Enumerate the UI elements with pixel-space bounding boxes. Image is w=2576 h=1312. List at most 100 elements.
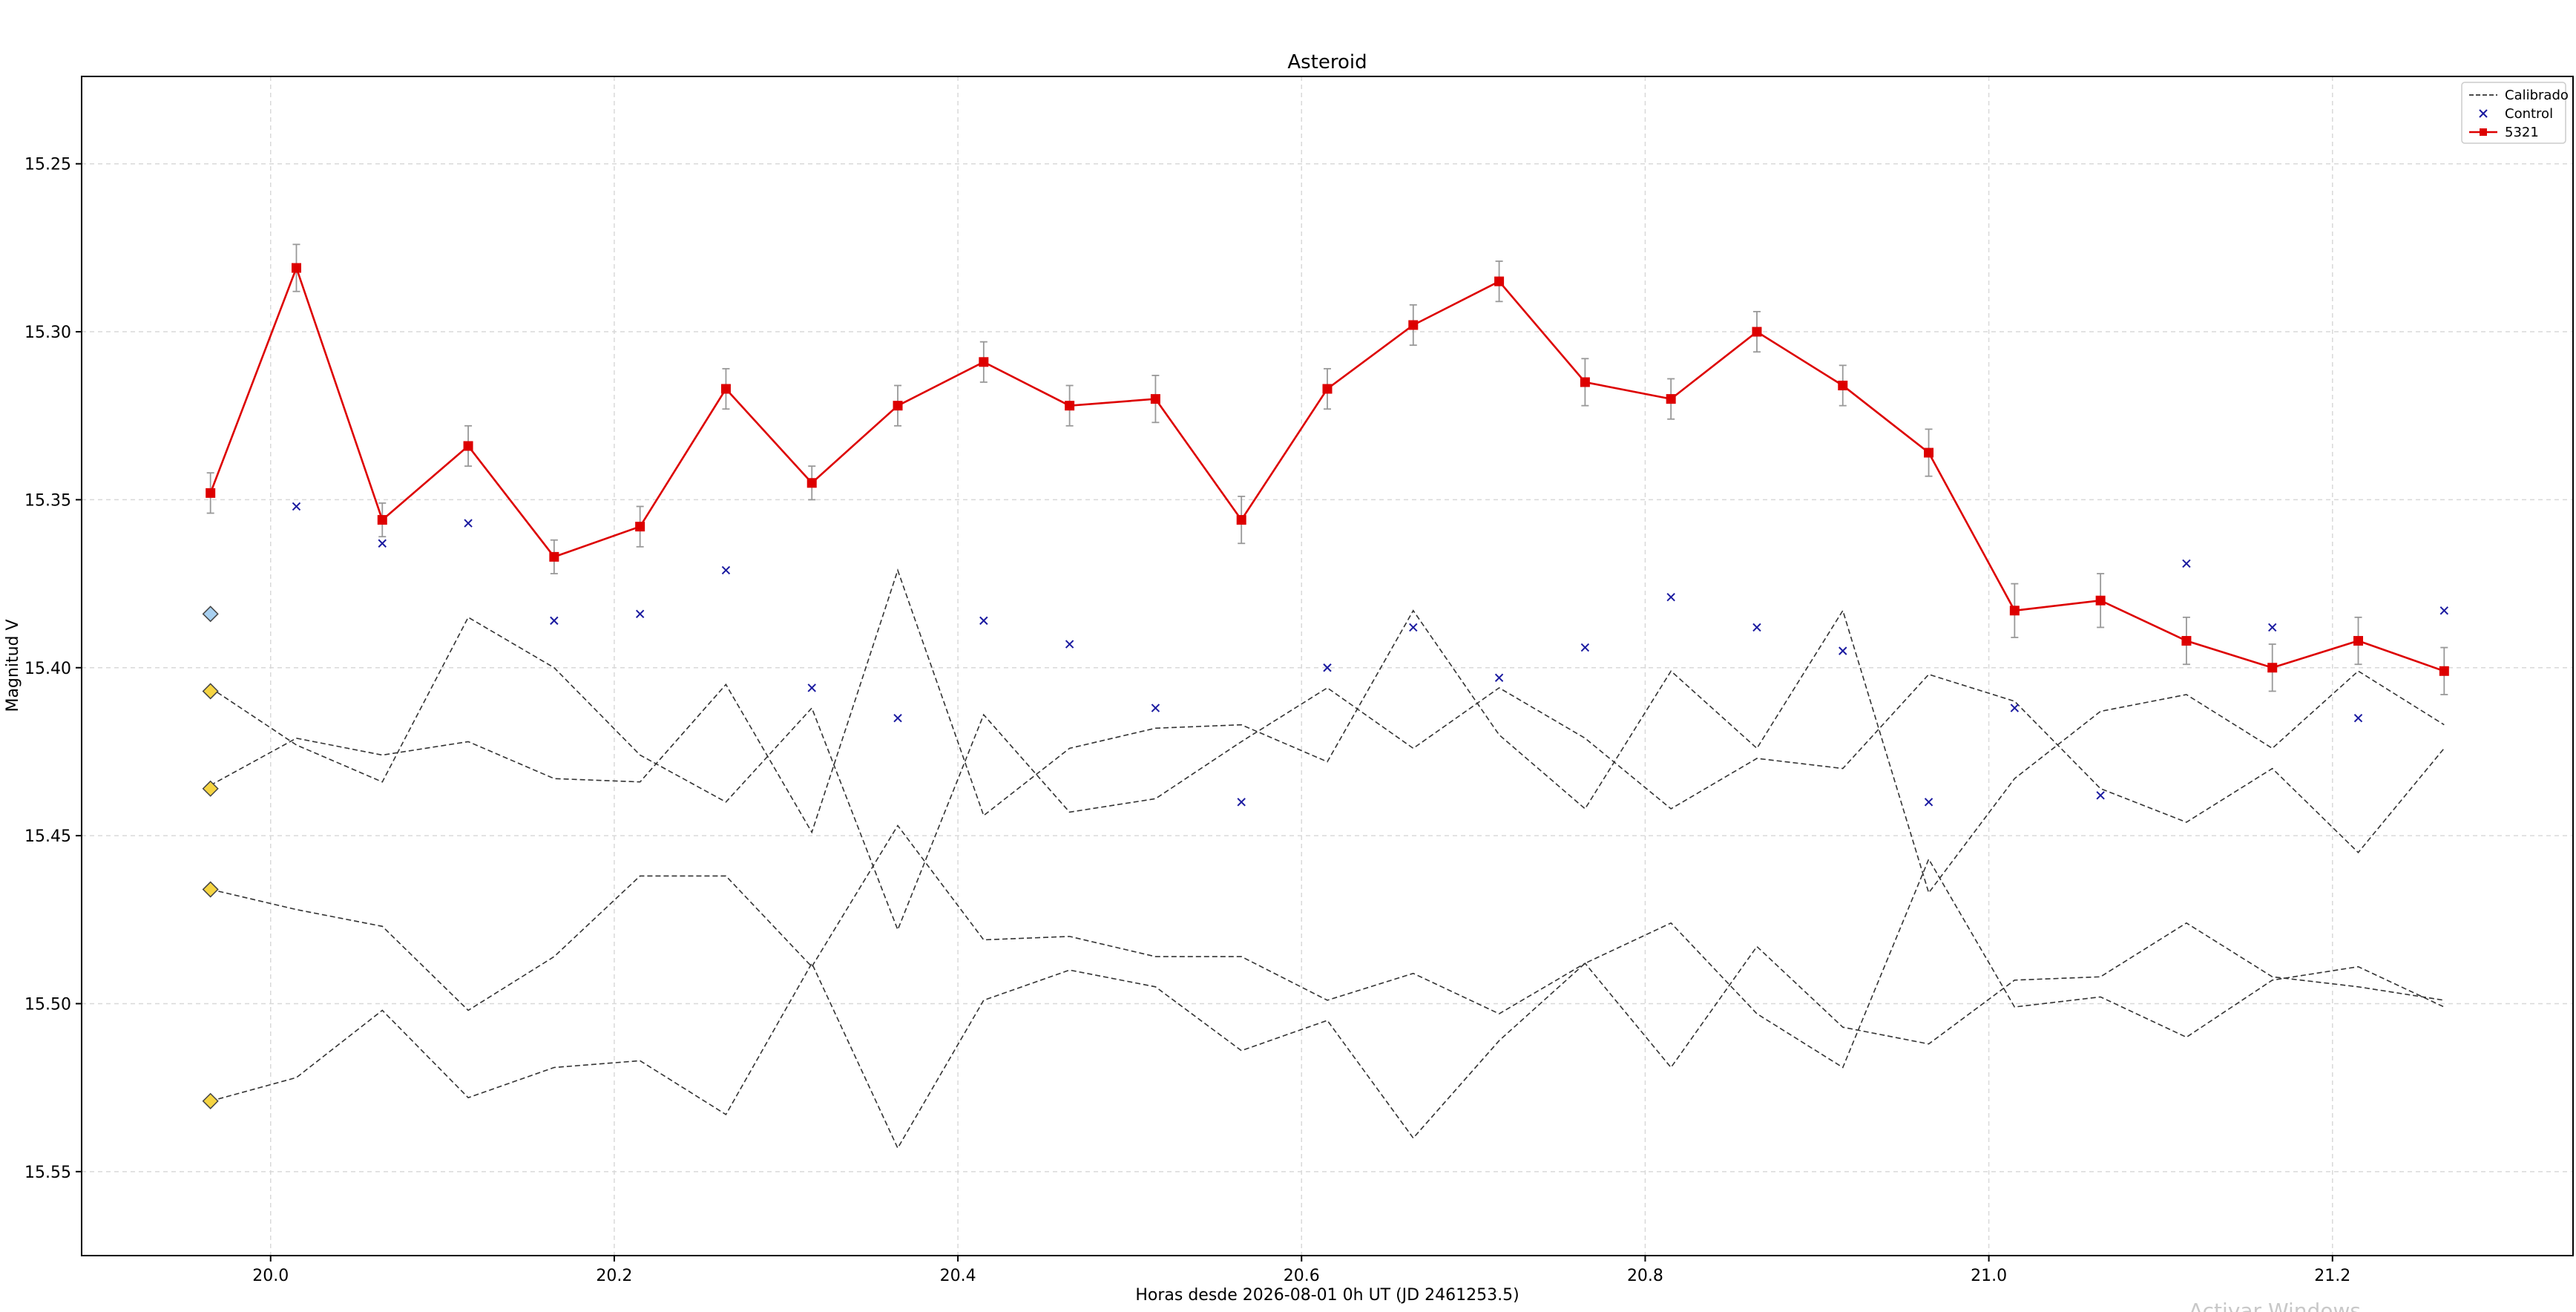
control-point bbox=[979, 616, 988, 626]
control-marker-stroke bbox=[1494, 673, 1504, 683]
control-point bbox=[1151, 703, 1160, 712]
control-marker-stroke bbox=[1839, 646, 1847, 655]
control-point bbox=[893, 713, 902, 723]
control-marker-stroke bbox=[1409, 623, 1418, 632]
control-point bbox=[2439, 606, 2449, 615]
reference-star-marker bbox=[202, 606, 219, 623]
reference-star-marker bbox=[202, 780, 219, 797]
y-tick-label: 15.25 bbox=[24, 156, 71, 174]
series-layer bbox=[202, 243, 2449, 1149]
legend-label: Control bbox=[2505, 106, 2553, 122]
x-axis-label: Horas desde 2026-08-01 0h UT (JD 2461253… bbox=[1135, 1286, 1519, 1305]
legend-box bbox=[2461, 82, 2566, 144]
control-marker-stroke bbox=[1237, 798, 1246, 807]
control-point bbox=[807, 683, 816, 692]
control-marker-stroke bbox=[979, 616, 988, 626]
asteroid-5321-point bbox=[2095, 595, 2106, 606]
x-tick-label: 21.0 bbox=[1971, 1267, 2007, 1285]
control-marker-stroke bbox=[2096, 791, 2105, 800]
reference-star-marker bbox=[202, 1092, 219, 1109]
control-marker-stroke bbox=[893, 713, 902, 723]
x-tick-label: 20.8 bbox=[1627, 1267, 1663, 1285]
x-tick-label: 20.6 bbox=[1284, 1267, 1320, 1285]
legend: Calibrado Control 5321 bbox=[2461, 82, 2569, 144]
asteroid-5321-point bbox=[1065, 401, 1075, 411]
asteroid-5321-point bbox=[2353, 636, 2364, 646]
os-activation-watermark: Activar Windows bbox=[2189, 1299, 2361, 1312]
control-marker-stroke bbox=[2010, 703, 2020, 712]
control-point bbox=[1237, 798, 1246, 807]
control-point bbox=[2268, 623, 2277, 632]
asteroid-5321-point bbox=[893, 401, 903, 411]
asteroid-5321-point bbox=[635, 522, 645, 532]
control-marker-stroke bbox=[1752, 623, 1761, 632]
asteroid-5321-point bbox=[979, 357, 989, 367]
control-marker-stroke bbox=[2353, 713, 2363, 723]
control-point bbox=[2353, 713, 2363, 723]
y-axis-label: Magnitud V bbox=[4, 619, 22, 712]
control-point bbox=[1666, 592, 1675, 602]
control-point bbox=[464, 519, 473, 528]
control-marker-stroke bbox=[464, 519, 473, 528]
control-marker-stroke bbox=[1323, 663, 1332, 672]
asteroid-5321-point bbox=[1752, 327, 1762, 337]
reference-star-marker bbox=[202, 683, 219, 700]
control-point bbox=[1839, 646, 1847, 655]
control-point bbox=[721, 565, 731, 575]
control-point bbox=[1409, 623, 1418, 632]
control-marker-stroke bbox=[378, 539, 387, 548]
control-marker-stroke bbox=[2439, 606, 2449, 615]
x-tick-label: 20.4 bbox=[940, 1267, 976, 1285]
y-tick-label: 15.55 bbox=[24, 1164, 71, 1182]
calibrated-series-line bbox=[210, 824, 2445, 1069]
asteroid-5321-point bbox=[1408, 320, 1419, 330]
asteroid-5321-point bbox=[720, 384, 731, 394]
control-marker-stroke bbox=[807, 683, 816, 692]
grid bbox=[82, 76, 2573, 1256]
calibrated-series-line bbox=[210, 568, 2445, 894]
asteroid-5321-point bbox=[1150, 394, 1160, 404]
asteroid-5321-point bbox=[377, 515, 387, 525]
asteroid-5321-point bbox=[1236, 515, 1246, 525]
asteroid-5321-point bbox=[206, 488, 216, 498]
legend-label: 5321 bbox=[2505, 125, 2539, 140]
control-marker-stroke bbox=[1924, 798, 1933, 807]
y-tick-label: 15.45 bbox=[24, 827, 71, 846]
control-point bbox=[1924, 798, 1933, 807]
plot-frame bbox=[81, 76, 2574, 1256]
control-marker-stroke bbox=[1151, 703, 1160, 712]
control-marker-stroke bbox=[292, 502, 301, 511]
y-tick-label: 15.40 bbox=[24, 660, 71, 678]
asteroid-5321-point bbox=[1666, 394, 1676, 404]
control-point bbox=[292, 502, 301, 511]
control-point bbox=[1752, 623, 1761, 632]
control-point bbox=[550, 616, 559, 626]
control-point bbox=[1580, 643, 1590, 652]
legend-label: Calibrado bbox=[2505, 88, 2569, 103]
control-point bbox=[635, 609, 645, 619]
control-marker-stroke bbox=[635, 609, 645, 619]
y-tick-label: 15.50 bbox=[24, 995, 71, 1014]
control-point bbox=[2096, 791, 2105, 800]
asteroid-5321-point bbox=[291, 263, 301, 273]
axes: 20.0 20.2 20.4 20.6 20.8 21.0 21.2 15.25 15.30 15… bbox=[24, 156, 2350, 1285]
legend-swatch-control bbox=[2479, 109, 2488, 118]
asteroid-5321-point bbox=[1580, 377, 1590, 387]
control-marker-stroke bbox=[2268, 623, 2277, 632]
asteroid-5321-point bbox=[1924, 447, 1934, 458]
x-tick-label: 21.2 bbox=[2314, 1267, 2350, 1285]
legend-swatch-5321-marker bbox=[2480, 128, 2487, 136]
asteroid-5321-point bbox=[806, 478, 817, 488]
asteroid-5321-point bbox=[2267, 663, 2278, 673]
control-point bbox=[378, 539, 387, 548]
x-tick-label: 20.2 bbox=[596, 1267, 632, 1285]
control-point bbox=[1065, 640, 1074, 649]
y-tick-label: 15.35 bbox=[24, 491, 71, 510]
control-marker-stroke bbox=[721, 565, 731, 575]
control-marker-stroke bbox=[2182, 559, 2191, 568]
asteroid-5321-point bbox=[2439, 666, 2449, 676]
asteroid-5321-point bbox=[463, 441, 473, 451]
control-marker-stroke bbox=[1666, 592, 1675, 602]
